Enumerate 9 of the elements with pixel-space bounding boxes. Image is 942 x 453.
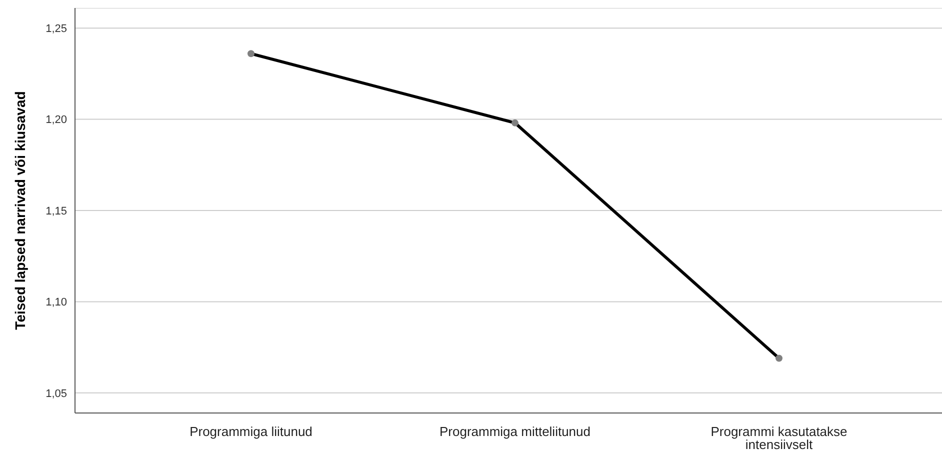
y-tick-label: 1,10 <box>46 296 67 309</box>
y-tick-label: 1,25 <box>46 22 67 35</box>
y-tick-label: 1,20 <box>46 114 67 126</box>
x-tick-label: Programmiga liitunud <box>190 424 312 440</box>
x-tick-label: Programmiga mitteliitunud <box>439 424 591 440</box>
x-tick-label: Programmi kasutatakse intensiivselt <box>710 424 848 452</box>
y-tick-label: 1,05 <box>46 388 67 400</box>
y-tick-label: 1,15 <box>46 205 67 218</box>
y-axis-title: Teised lapsed narrivad või kiusavad <box>12 91 28 330</box>
